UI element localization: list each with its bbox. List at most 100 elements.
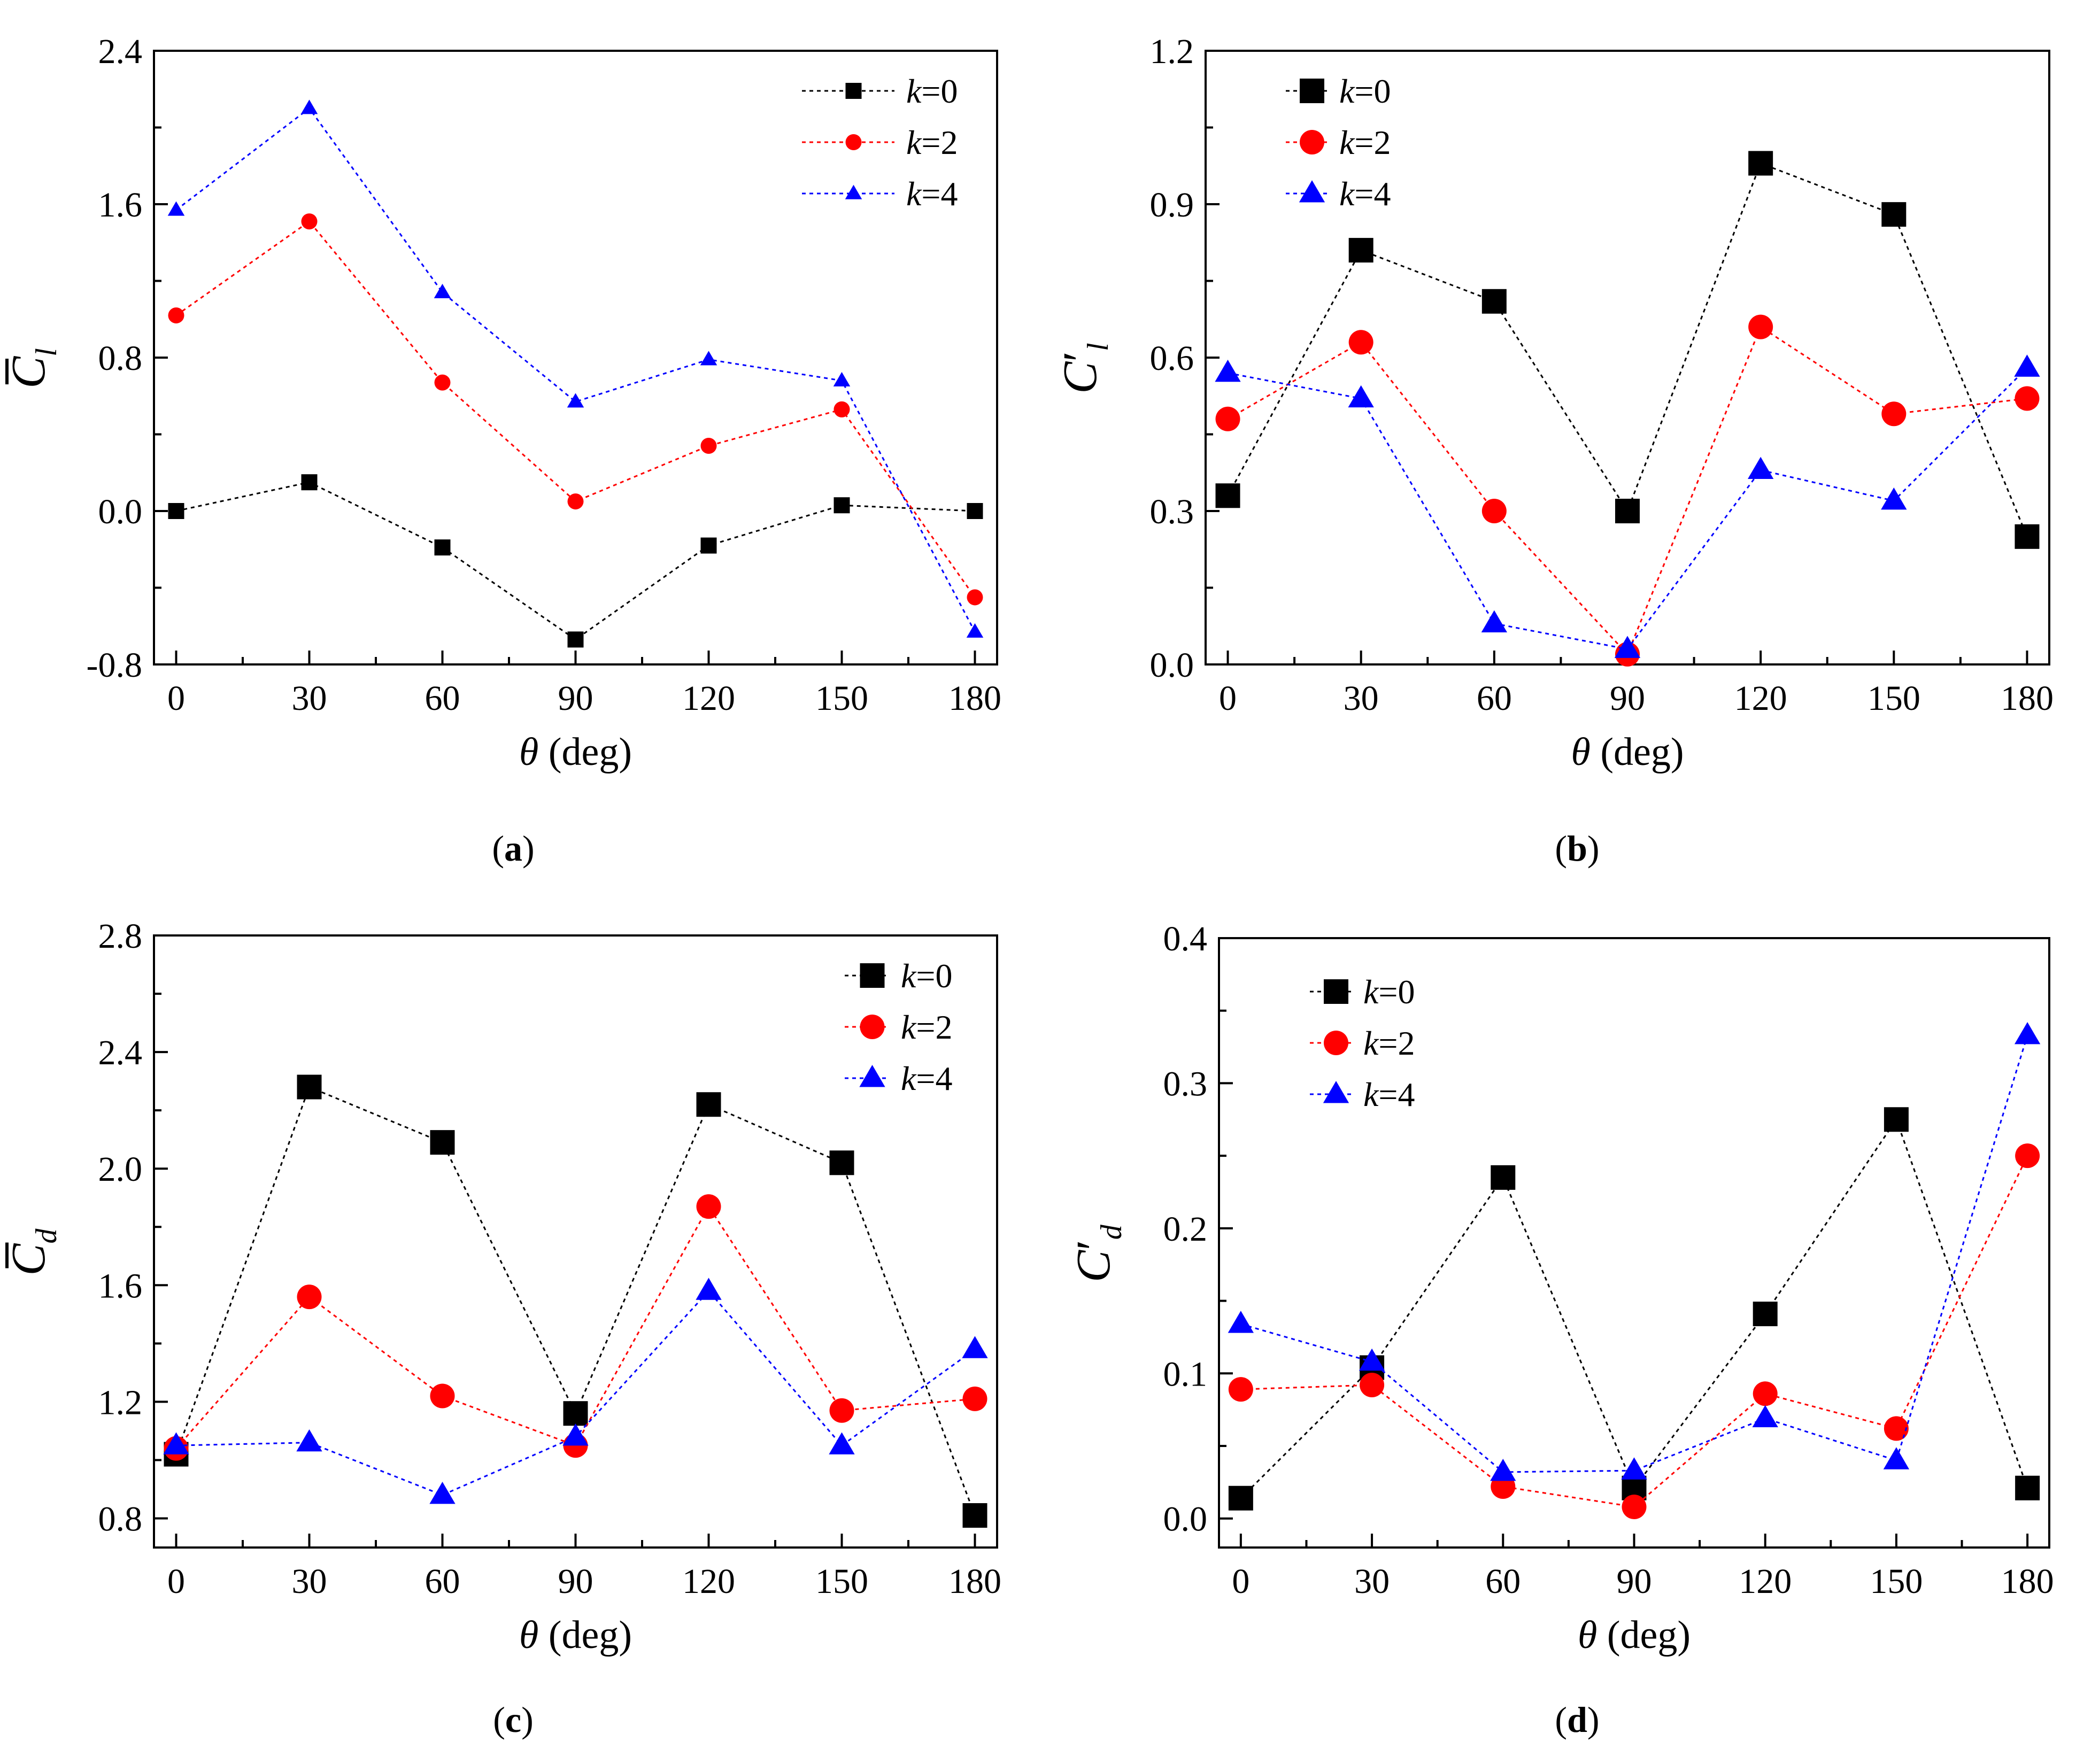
data-point-square (829, 1150, 854, 1175)
y-tick-label: 0.1 (1163, 1355, 1208, 1394)
legend-marker-square (1300, 79, 1324, 103)
data-point-triangle (833, 372, 851, 386)
legend-label: k=2 (901, 1008, 953, 1046)
data-point-triangle (1490, 1459, 1516, 1481)
y-axis-title: Cd (2, 1228, 63, 1275)
data-point-triangle (1481, 610, 1507, 633)
panel-label: (b) (1555, 828, 1599, 869)
data-point-square (696, 1092, 721, 1117)
panel-b: 0 30 60 90 120 150 180 0.0 0.3 0.6 0.9 1.2 θ (deg) C′… (1054, 32, 2054, 869)
data-point-square (1753, 1302, 1778, 1326)
legend-marker-triangle (859, 1065, 885, 1087)
x-tick-label: 0 (1232, 1562, 1249, 1601)
data-point-triangle (434, 283, 451, 298)
x-tick-label: 120 (1734, 679, 1787, 718)
data-point-triangle (962, 1336, 988, 1358)
data-point-circle (567, 493, 584, 510)
data-point-triangle (1348, 385, 1374, 408)
data-point-triangle (1883, 1447, 1910, 1469)
data-point-square (1491, 1165, 1516, 1190)
y-axis-title-text: C′l (1054, 343, 1115, 393)
series-k=0 (164, 1074, 987, 1528)
x-tick-label: 30 (1354, 1562, 1390, 1601)
panel-label: (a) (492, 828, 534, 869)
data-point-circle (829, 1398, 854, 1423)
legend-label: k=0 (906, 72, 958, 110)
data-point-triangle (1359, 1348, 1385, 1371)
data-point-triangle (1228, 1311, 1254, 1333)
data-point-triangle (567, 393, 584, 408)
data-point-circle (2015, 386, 2040, 411)
plot-frame (1218, 937, 2050, 1549)
data-point-triangle (163, 1432, 189, 1454)
series-k=0 (168, 474, 983, 648)
legend-marker-circle (860, 1015, 885, 1039)
legend-marker-triangle (1323, 1081, 1349, 1103)
data-point-square (1215, 483, 1240, 508)
legend-label: k=2 (906, 123, 958, 161)
x-tick-label: 150 (1867, 679, 1920, 718)
data-point-triangle (1215, 359, 1241, 382)
series-k=2 (1215, 314, 2040, 667)
x-axis-title: θ (deg) (519, 730, 632, 774)
data-point-square (434, 539, 451, 556)
data-point-circle (434, 374, 451, 391)
legend-marker-circle (845, 134, 862, 150)
data-point-square (168, 503, 184, 519)
data-point-circle (1881, 401, 1907, 427)
data-point-square (297, 1074, 322, 1100)
data-point-triangle (300, 99, 318, 114)
series-k=4 (163, 1278, 988, 1504)
legend-label: k=4 (901, 1059, 953, 1097)
x-tick-label: 30 (292, 679, 327, 718)
series-line (1240, 1035, 2028, 1473)
y-axis-title: C′d (1067, 1224, 1128, 1282)
legend: k=0 k=2 k=4 (1310, 973, 1415, 1113)
x-tick-label: 90 (558, 679, 593, 718)
y-tick-label: 0.3 (1150, 492, 1194, 531)
legend-label: k=4 (906, 175, 958, 213)
legend-marker-circle (1324, 1031, 1348, 1055)
data-point-square (700, 537, 717, 554)
data-point-circle (301, 213, 318, 230)
legend: k=0 k=2 k=4 (845, 957, 953, 1097)
x-tick-label: 150 (815, 679, 868, 718)
x-axis-title: θ (deg) (519, 1613, 632, 1657)
data-point-triangle (296, 1429, 322, 1452)
plot-frame (1205, 50, 2050, 666)
series-line (1227, 326, 2027, 656)
x-tick-label: 30 (292, 1562, 327, 1601)
data-point-square (834, 497, 850, 514)
series-k=0 (1228, 1107, 2040, 1511)
y-tick-label: 2.0 (98, 1150, 143, 1189)
legend-label: k=0 (1339, 72, 1391, 110)
legend: k=0 k=2 k=4 (1286, 72, 1391, 213)
x-tick-label: 90 (1617, 1562, 1652, 1601)
data-point-circle (1884, 1416, 1909, 1441)
data-point-circle (297, 1285, 322, 1310)
data-point-square (1481, 289, 1507, 314)
data-point-circle (1360, 1373, 1385, 1397)
data-point-circle (168, 307, 184, 324)
y-tick-label: 0.8 (98, 339, 143, 378)
panel-label: (d) (1555, 1699, 1599, 1740)
series-k=4 (1228, 1022, 2041, 1481)
y-axis-title: C′l (1054, 343, 1115, 393)
data-point-triangle (1748, 457, 1774, 479)
data-point-square (1881, 202, 1907, 227)
y-tick-label: 0.9 (1150, 185, 1194, 225)
legend-label: k=0 (1363, 973, 1415, 1011)
data-point-circle (1228, 1377, 1253, 1402)
series-k=2 (168, 213, 983, 606)
y-tick-label: 1.6 (98, 1266, 143, 1305)
y-tick-label: 0.4 (1163, 919, 1208, 958)
y-tick-label: 0.0 (1163, 1500, 1208, 1539)
data-point-circle (1348, 330, 1373, 355)
data-point-square (430, 1130, 455, 1155)
data-point-triangle (2014, 354, 2040, 377)
series-k=4 (167, 99, 984, 638)
y-tick-label: 1.2 (1150, 32, 1194, 71)
x-tick-label: 120 (682, 679, 735, 718)
data-point-square (2015, 524, 2040, 549)
